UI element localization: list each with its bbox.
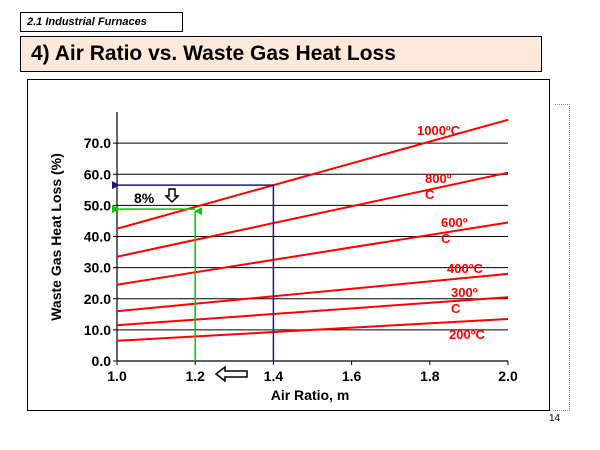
y-tick-label: 0.0: [92, 353, 112, 369]
page-number: 14: [549, 413, 561, 424]
y-tick-label: 20.0: [84, 291, 111, 307]
x-tick-label: 1.0: [107, 368, 127, 384]
slide-title: 4) Air Ratio vs. Waste Gas Heat Loss: [20, 36, 542, 72]
x-tick-label: 1.2: [185, 368, 205, 384]
x-tick-label: 1.4: [264, 368, 284, 384]
series-label: C: [441, 231, 451, 246]
series-line: [116, 317, 509, 342]
series-label: C: [451, 301, 461, 316]
series-line: [116, 296, 509, 327]
y-axis-label: Waste Gas Heat Loss (%): [48, 153, 64, 321]
series-label: 200ºC: [449, 327, 485, 342]
y-tick-label: 10.0: [84, 322, 111, 338]
series-line: [116, 118, 509, 230]
difference-label: 8%: [134, 190, 155, 206]
series-label: C: [425, 187, 435, 202]
y-tick-label: 50.0: [84, 197, 111, 213]
series-label: 600º: [441, 215, 468, 230]
series-line: [116, 221, 509, 286]
y-tick-label: 40.0: [84, 229, 111, 245]
x-tick-label: 1.8: [420, 368, 440, 384]
dotted-placeholder-frame: [555, 104, 570, 411]
down-arrow-icon: [164, 188, 180, 204]
series-label: 1000ºC: [417, 123, 461, 138]
x-tick-label: 2.0: [498, 368, 518, 384]
y-tick-label: 70.0: [84, 135, 111, 151]
x-tick-label: 1.6: [342, 368, 362, 384]
series-line: [116, 171, 509, 258]
series-label: 300º: [451, 285, 478, 300]
series-label: 400ºC: [447, 261, 483, 276]
left-arrow-icon: [214, 365, 248, 383]
series-line: [116, 272, 509, 313]
chart-frame: [27, 79, 550, 411]
section-tag: 2.1 Industrial Furnaces: [20, 12, 183, 32]
y-tick-label: 60.0: [84, 166, 111, 182]
x-axis-label: Air Ratio, m: [271, 387, 350, 403]
y-tick-label: 30.0: [84, 260, 111, 276]
series-label: 800º: [425, 171, 452, 186]
